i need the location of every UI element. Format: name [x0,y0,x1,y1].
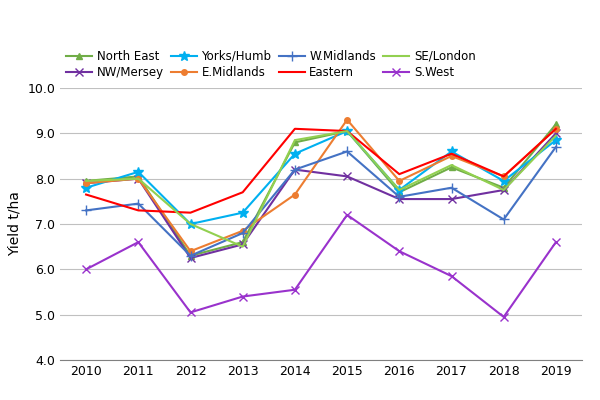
E.Midlands [135,176,142,181]
Yorks/Humb [187,222,194,226]
Line: S.West: S.West [82,211,560,321]
W.Midlands [291,167,298,172]
SE/London [448,163,455,168]
North East [500,185,507,190]
Line: Eastern: Eastern [86,129,556,213]
E.Midlands [448,154,455,158]
S.West [448,274,455,278]
W.Midlands [500,217,507,222]
North East [187,253,194,258]
SE/London [135,176,142,181]
Eastern [552,126,559,131]
W.Midlands [396,194,403,199]
Yorks/Humb [291,151,298,156]
NW/Mersey [291,167,298,172]
S.West [343,212,350,217]
SE/London [552,133,559,138]
E.Midlands [291,192,298,197]
Eastern [448,151,455,156]
Yorks/Humb [343,129,350,134]
NW/Mersey [343,174,350,179]
E.Midlands [187,249,194,254]
E.Midlands [82,181,89,186]
Eastern [239,190,246,195]
North East [396,190,403,195]
NW/Mersey [82,181,89,186]
SE/London [82,178,89,183]
SE/London [291,138,298,142]
Line: SE/London: SE/London [86,131,556,247]
W.Midlands [82,208,89,213]
Yorks/Humb [552,138,559,142]
NW/Mersey [187,256,194,260]
E.Midlands [239,228,246,233]
S.West [239,294,246,299]
Line: NW/Mersey: NW/Mersey [82,129,560,262]
Line: E.Midlands: E.Midlands [83,117,559,254]
NW/Mersey [396,197,403,202]
W.Midlands [239,231,246,236]
Yorks/Humb [82,185,89,190]
W.Midlands [552,144,559,149]
W.Midlands [135,201,142,206]
NW/Mersey [500,188,507,192]
Eastern [187,210,194,215]
Yorks/Humb [396,188,403,192]
E.Midlands [552,126,559,131]
Line: Yorks/Humb: Yorks/Humb [81,126,561,229]
SE/London [187,222,194,226]
Eastern [343,129,350,134]
North East [343,129,350,134]
S.West [396,249,403,254]
W.Midlands [448,185,455,190]
Eastern [396,172,403,176]
NW/Mersey [135,176,142,181]
Line: W.Midlands: W.Midlands [81,142,561,260]
NW/Mersey [239,242,246,247]
Eastern [500,174,507,179]
SE/London [500,188,507,192]
Eastern [82,192,89,197]
Yorks/Humb [500,178,507,183]
Yorks/Humb [239,210,246,215]
Y-axis label: Yield t/ha: Yield t/ha [8,192,22,256]
S.West [291,287,298,292]
SE/London [343,129,350,134]
S.West [500,314,507,319]
North East [448,165,455,170]
Eastern [291,126,298,131]
Eastern [135,208,142,213]
North East [82,178,89,183]
SE/London [396,188,403,192]
E.Midlands [396,178,403,183]
W.Midlands [343,149,350,154]
North East [552,122,559,127]
Line: North East: North East [83,121,559,259]
S.West [552,240,559,244]
S.West [187,310,194,315]
S.West [135,240,142,244]
Yorks/Humb [135,170,142,174]
E.Midlands [343,117,350,122]
E.Midlands [500,174,507,179]
Legend: North East, NW/Mersey, Yorks/Humb, E.Midlands, W.Midlands, Eastern, SE/London, S: North East, NW/Mersey, Yorks/Humb, E.Mid… [66,50,476,79]
North East [135,174,142,179]
NW/Mersey [448,197,455,202]
Yorks/Humb [448,149,455,154]
NW/Mersey [552,131,559,136]
S.West [82,267,89,272]
North East [239,240,246,244]
W.Midlands [187,253,194,258]
North East [291,140,298,145]
SE/London [239,244,246,249]
